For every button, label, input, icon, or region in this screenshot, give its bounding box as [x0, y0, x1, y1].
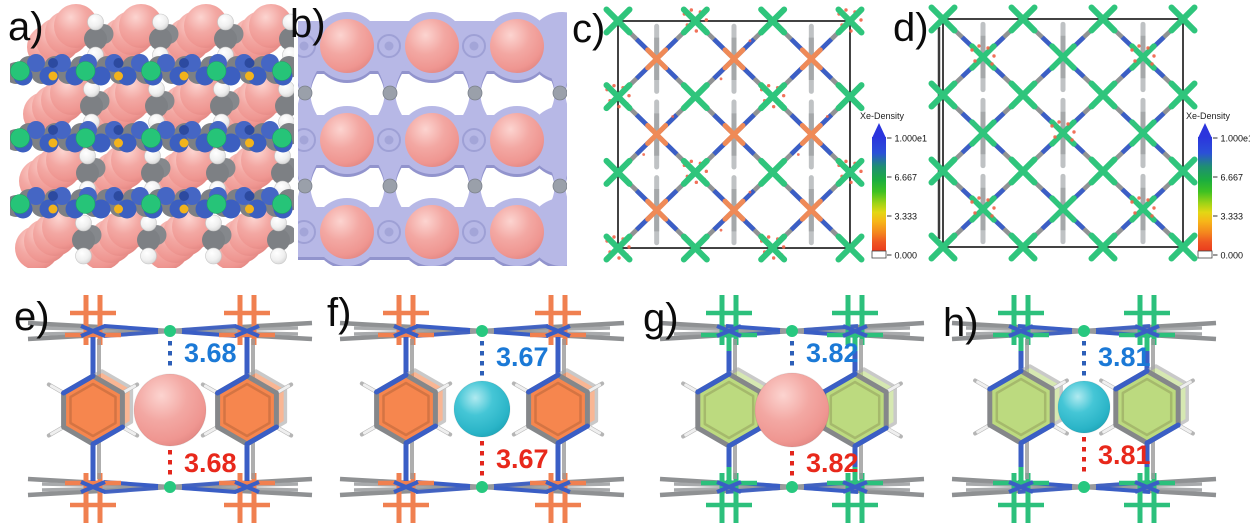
panel-g-cage-art — [659, 295, 925, 523]
distance-label-g-bottom: 3.82 — [806, 448, 859, 478]
colorbar-arrow-cap — [1198, 123, 1212, 138]
colorbar-title: Xe-Density — [860, 111, 905, 121]
distance-label-e-top: 3.68 — [184, 338, 237, 368]
panel-a-spacefill-structure-art — [10, 4, 294, 268]
distance-label-f-bottom: 3.67 — [496, 444, 549, 474]
panel-label-b: b) — [290, 2, 326, 46]
colorbar-tick-label: 1.000e1 — [1221, 134, 1250, 144]
colorbar-tick-label: 3.333 — [1221, 212, 1244, 222]
panel-d-xe-density-lattice-art — [928, 4, 1198, 262]
colorbar-gradient-bar — [872, 137, 886, 251]
colorbar-tick-label: 1.000e1 — [895, 134, 928, 144]
colorbar-title: Xe-Density — [1186, 111, 1231, 121]
panel-label-e: e) — [14, 295, 50, 339]
distance-label-h-top: 3.81 — [1098, 342, 1151, 372]
panel-label-f: f) — [327, 291, 351, 335]
panel-label-h: h) — [943, 301, 979, 345]
distance-label-h-bottom: 3.81 — [1098, 440, 1151, 470]
colorbar-tick-label: 3.333 — [895, 212, 918, 222]
colorbar-zero-block — [871, 250, 887, 259]
colorbar-arrow-cap — [872, 123, 886, 138]
panel-e-cage-art — [27, 295, 313, 523]
distance-label-g-top: 3.82 — [806, 338, 859, 368]
colorbar-gradient-bar — [1198, 137, 1212, 251]
panel-label-g: g) — [643, 296, 679, 340]
colorbar-tick-label: 6.667 — [1221, 173, 1244, 183]
panel-label-c: c) — [572, 7, 605, 51]
distance-label-f-top: 3.67 — [496, 342, 549, 372]
panel-label-a: a) — [8, 5, 44, 49]
colorbar-tick-label: 0.000 — [1221, 251, 1244, 261]
panel-label-d: d) — [893, 6, 929, 50]
colorbar-tick-label: 6.667 — [895, 173, 918, 183]
distance-label-e-bottom: 3.68 — [184, 448, 237, 478]
colorbar-tick-label: 0.000 — [895, 251, 918, 261]
panel-f-cage-art — [339, 295, 625, 523]
colorbar-zero-block — [1197, 250, 1213, 259]
colorbar-panel-d: Xe-Density 1.000e1 6.667 3.333 0.000 — [1186, 111, 1250, 261]
panel-b-isosurface-art — [298, 12, 567, 266]
colorbar-panel-c: Xe-Density 1.000e1 6.667 3.333 0.000 — [860, 111, 927, 261]
panel-h-cage-art — [951, 295, 1217, 523]
panel-c-xe-density-lattice-art — [603, 6, 865, 263]
